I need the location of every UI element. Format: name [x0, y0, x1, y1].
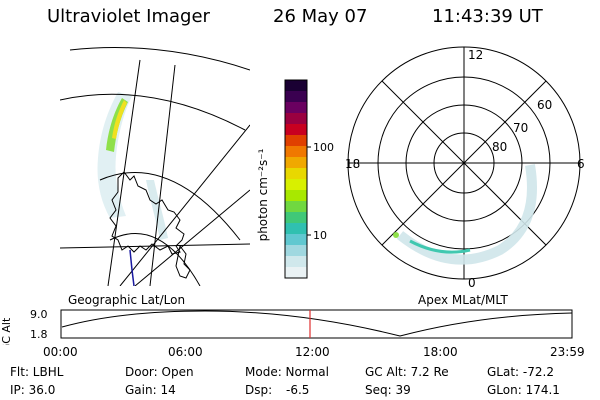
colorbar-band	[285, 256, 307, 268]
colorbar-band	[285, 201, 307, 213]
colorbar-band	[285, 124, 307, 136]
seq-value: Seq: 39	[365, 383, 411, 397]
polar-label-6: 6	[577, 157, 585, 171]
polar-label-0: 0	[468, 276, 476, 290]
colorbar-band	[285, 245, 307, 257]
colorbar-band	[285, 212, 307, 224]
color-bar: photon cm⁻²s⁻¹	[256, 79, 311, 279]
time-label: 11:43:39 UT	[432, 6, 543, 27]
date-label: 26 May 07	[273, 6, 368, 27]
polar-lat-80: 80	[492, 140, 508, 154]
geographic-caption: Geographic Lat/Lon	[68, 293, 186, 307]
tick-0000: 00:00	[43, 345, 78, 359]
colorbar-unit-label: photon cm⁻²s⁻¹	[256, 148, 270, 241]
glat-value: GLat: -72.2	[487, 365, 554, 379]
colorbar-band	[285, 223, 307, 235]
polar-plot	[347, 46, 581, 280]
colorbar-band	[285, 146, 307, 158]
ip-value: IP: 36.0	[10, 383, 56, 397]
geographic-image	[60, 47, 250, 286]
gc-alt-value: GC Alt: 7.2 Re	[365, 365, 449, 379]
timeline-axis-label: GC Alt	[0, 317, 13, 345]
apex-caption: Apex MLat/MLT	[418, 293, 508, 307]
colorbar-band	[285, 234, 307, 246]
dsp-value: -6.5	[286, 383, 310, 397]
colorbar-band	[285, 267, 307, 279]
colorbar-band	[285, 113, 307, 125]
colorbar-band	[285, 190, 307, 202]
colorbar-band	[285, 168, 307, 180]
polar-label-12: 12	[468, 48, 484, 62]
door-value: Door: Open	[125, 365, 194, 379]
colorbar-band	[285, 80, 307, 92]
colorbar-tick-100: 100	[313, 141, 334, 154]
colorbar-tick-10: 10	[313, 229, 327, 242]
instrument-title: Ultraviolet Imager	[47, 6, 210, 27]
tick-1800: 18:00	[423, 345, 458, 359]
tick-2359: 23:59	[550, 345, 585, 359]
polar-lat-60: 60	[537, 98, 553, 112]
mode-value: Mode: Normal	[245, 365, 329, 379]
colorbar-band	[285, 179, 307, 191]
gain-value: Gain: 14	[125, 383, 176, 397]
tick-1200: 12:00	[295, 345, 330, 359]
colorbar-band	[285, 157, 307, 169]
colorbar-band	[285, 135, 307, 147]
glon-value: GLon: 174.1	[487, 383, 560, 397]
colorbar-band	[285, 102, 307, 114]
polar-lat-70: 70	[513, 121, 529, 135]
altitude-timeline: GC Alt 9.0 1.8	[0, 308, 573, 345]
colorbar-band	[285, 91, 307, 103]
dsp-label: Dsp:	[245, 383, 273, 397]
polar-label-18: 18	[345, 157, 361, 171]
timeline-y-bottom: 1.8	[30, 328, 48, 341]
tick-0600: 06:00	[168, 345, 203, 359]
timeline-y-top: 9.0	[30, 308, 48, 321]
flt-value: Flt: LBHL	[10, 365, 64, 379]
